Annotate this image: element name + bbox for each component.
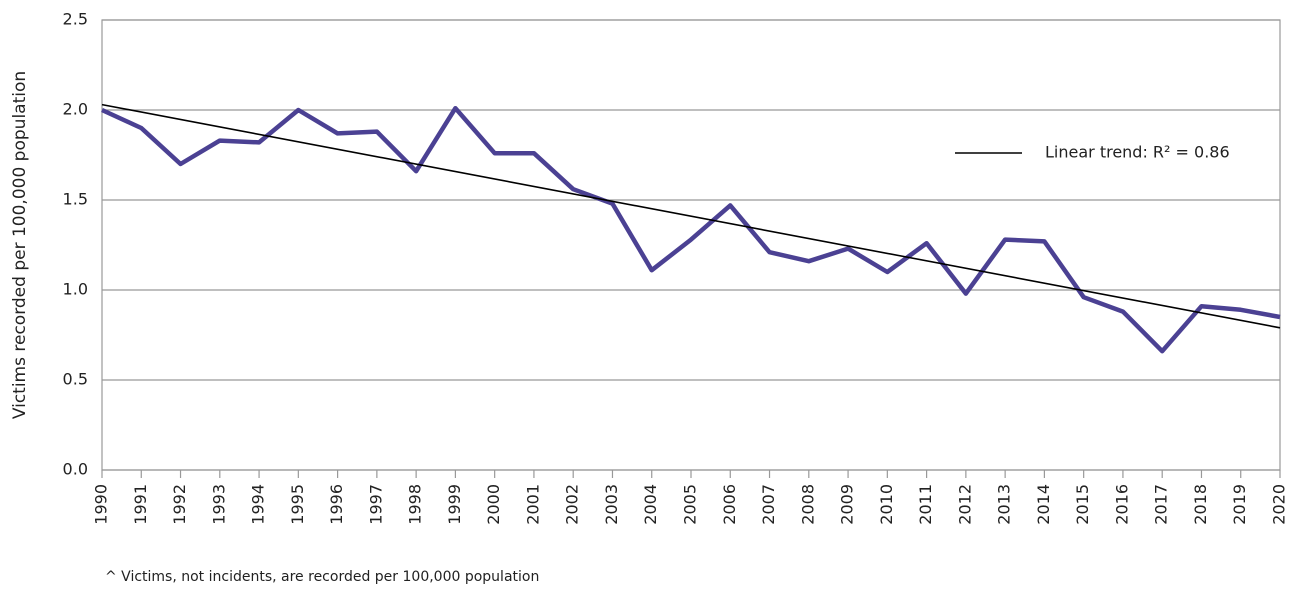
footnote: ^ Victims, not incidents, are recorded p…	[105, 569, 539, 585]
x-tick-label: 1998	[406, 484, 425, 525]
x-tick-label: 2016	[1112, 484, 1131, 525]
x-tick-label: 2008	[798, 484, 817, 525]
y-tick-label: 1.0	[63, 280, 88, 299]
legend-label: Linear trend: R² = 0.86	[1045, 143, 1230, 162]
x-tick-label: 2002	[563, 484, 582, 525]
x-tick-label: 1994	[249, 484, 268, 525]
x-tick-label: 2003	[602, 484, 621, 525]
x-tick-label: 2004	[641, 484, 660, 525]
x-tick-label: 1999	[445, 484, 464, 525]
y-axis-label: Victims recorded per 100,000 population	[10, 71, 30, 419]
x-tick-label: 2010	[877, 484, 896, 525]
x-tick-label: 2006	[720, 484, 739, 525]
x-tick-label: 2013	[995, 484, 1014, 525]
x-tick-label: 2014	[1034, 484, 1053, 525]
x-tick-label: 2018	[1191, 484, 1210, 525]
x-tick-label: 1997	[366, 484, 385, 525]
y-tick-label: 0.0	[63, 460, 88, 479]
x-tick-label: 2017	[1152, 484, 1171, 525]
x-tick-label: 2011	[916, 484, 935, 525]
plot-border	[101, 19, 1281, 471]
y-tick-label: 2.5	[63, 10, 88, 29]
x-tick-label: 2000	[484, 484, 503, 525]
x-tick-label: 2007	[759, 484, 778, 525]
x-tick-label: 2005	[681, 484, 700, 525]
y-tick-label: 1.5	[63, 190, 88, 209]
x-tick-label: 2009	[838, 484, 857, 525]
x-tick-label: 1991	[131, 484, 150, 525]
x-tick-label: 2019	[1230, 484, 1249, 525]
data-line	[101, 105, 1281, 354]
x-tick-label: 1992	[170, 484, 189, 525]
x-tick-label: 1996	[327, 484, 346, 525]
x-tick-label: 2015	[1073, 484, 1092, 525]
x-tick-label: 1990	[92, 484, 111, 525]
x-tick-label: 1993	[209, 484, 228, 525]
x-tick-label: 2020	[1270, 484, 1289, 525]
x-tick-label: 1995	[288, 484, 307, 525]
y-tick-label: 0.5	[63, 370, 88, 389]
y-tick-label: 2.0	[63, 100, 88, 119]
x-tick-label: 2001	[523, 484, 542, 525]
trend-line	[101, 103, 1281, 329]
x-tick-label: 2012	[955, 484, 974, 525]
